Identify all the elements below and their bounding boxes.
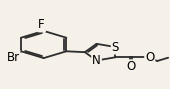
Text: F: F — [38, 18, 45, 32]
Text: Br: Br — [6, 51, 20, 64]
Text: N: N — [92, 54, 101, 67]
Text: S: S — [112, 40, 119, 53]
Text: O: O — [127, 60, 136, 73]
Text: O: O — [145, 51, 154, 64]
